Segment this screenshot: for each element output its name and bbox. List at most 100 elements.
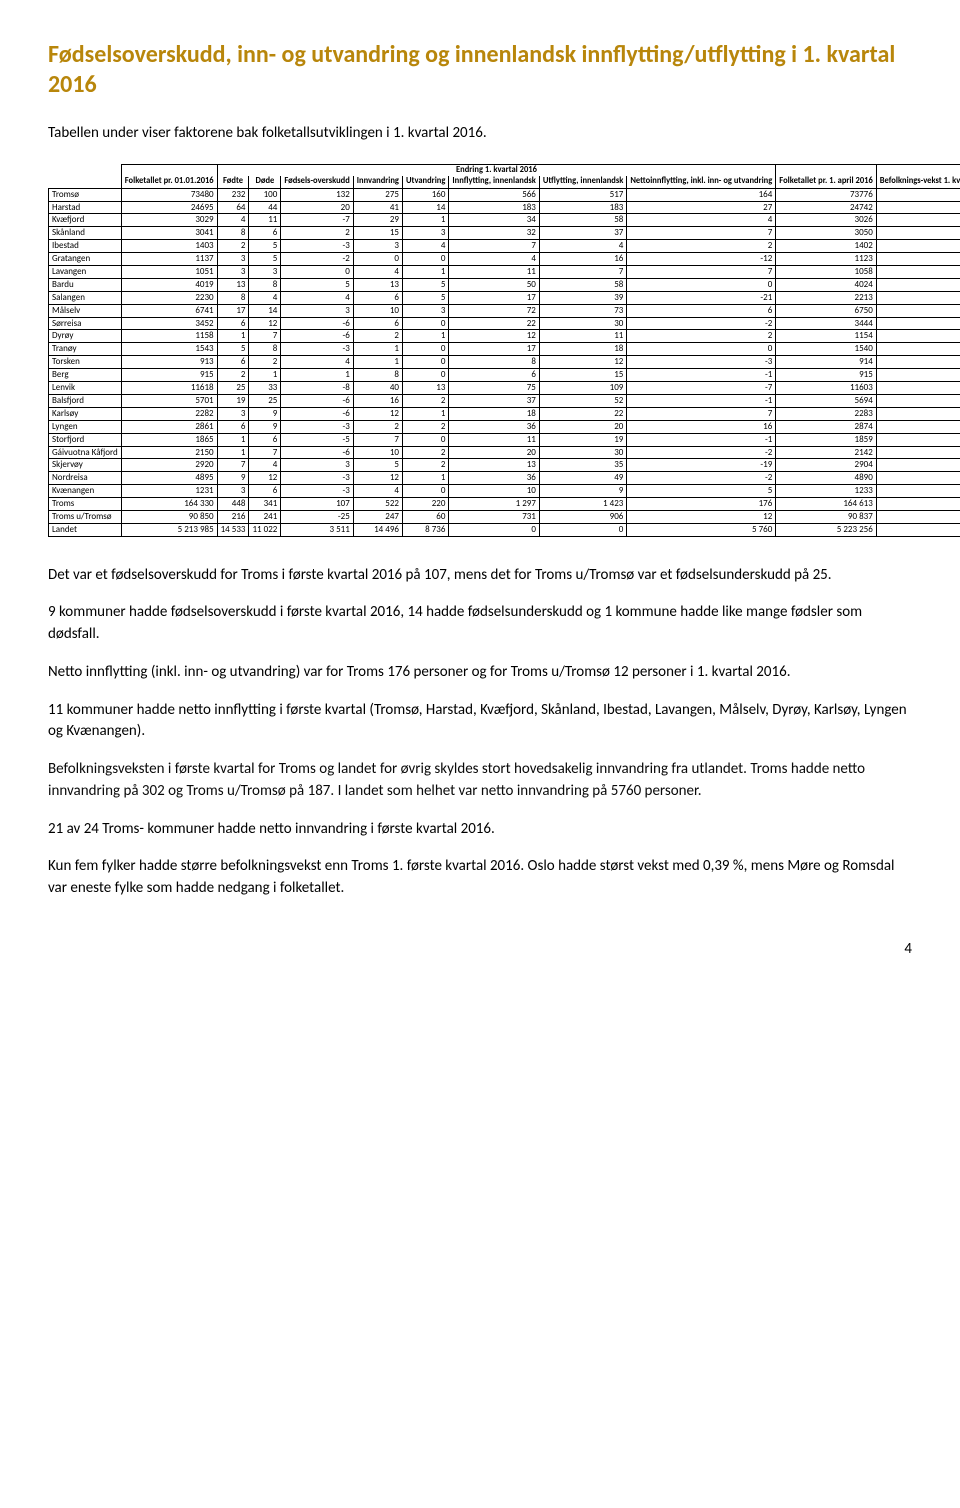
data-cell: 1540 [776, 343, 876, 356]
data-cell: 3 [353, 240, 402, 253]
data-cell: 1865 [121, 433, 217, 446]
data-cell: 22 [449, 317, 539, 330]
data-cell: 73776 [776, 188, 876, 201]
data-table: Endring 1. kvartal 2016 Folketallet pr. … [48, 164, 960, 537]
data-cell: 448 [217, 498, 249, 511]
data-cell: 3041 [121, 227, 217, 240]
data-cell: 0 [876, 369, 960, 382]
row-name-cell: Gratangen [49, 253, 122, 266]
data-cell: 4 [249, 459, 281, 472]
data-cell: 37 [449, 394, 539, 407]
data-cell: 17 [217, 304, 249, 317]
table-body: Tromsø7348023210013227516056651716473776… [49, 188, 960, 536]
data-cell: -3 [876, 214, 960, 227]
data-cell: 0 [627, 343, 776, 356]
page-number: 4 [48, 940, 912, 958]
data-cell: 6 [627, 304, 776, 317]
data-cell: -8 [876, 446, 960, 459]
row-name-cell: Berg [49, 369, 122, 382]
table-row: Gáivuotna Kåfjord215017-61022030-22142-8… [49, 446, 960, 459]
data-cell: -6 [876, 433, 960, 446]
data-cell: 13 [353, 278, 402, 291]
data-cell: 4 [281, 291, 353, 304]
data-cell: 58 [539, 214, 626, 227]
data-cell: 731 [449, 510, 539, 523]
data-cell: 6 [449, 369, 539, 382]
data-cell: 73480 [121, 188, 217, 201]
table-row: Troms u/Tromsø90 850216241-2524760731906… [49, 510, 960, 523]
data-cell: 517 [539, 188, 626, 201]
data-cell: 14 [402, 201, 448, 214]
data-cell: -1 [627, 433, 776, 446]
data-cell: 1 [876, 407, 960, 420]
data-cell: 33 [249, 382, 281, 395]
data-cell: 5 [627, 485, 776, 498]
column-header: Nettoinnflytting, inkl. inn- og utvandri… [627, 176, 776, 188]
data-cell: 216 [217, 510, 249, 523]
data-cell: -3 [281, 420, 353, 433]
data-cell: -6 [281, 317, 353, 330]
data-cell: 232 [217, 188, 249, 201]
data-cell: 1 [402, 472, 448, 485]
paragraph-5: Befolkningsveksten i første kvartal for … [48, 759, 912, 803]
data-cell: 220 [402, 498, 448, 511]
data-cell: 2 [627, 240, 776, 253]
row-name-cell: Skånland [49, 227, 122, 240]
data-cell: 36 [449, 472, 539, 485]
data-cell: 47 [876, 201, 960, 214]
data-cell: -13 [876, 510, 960, 523]
data-cell: 30 [539, 446, 626, 459]
data-cell: 1402 [776, 240, 876, 253]
data-cell: 5 [402, 278, 448, 291]
data-cell: 20 [539, 420, 626, 433]
data-cell: 4 [539, 240, 626, 253]
data-cell: 13 [449, 459, 539, 472]
data-cell: 6 [353, 317, 402, 330]
paragraph-6: 21 av 24 Troms- kommuner hadde netto inn… [48, 819, 912, 841]
data-cell: -2 [281, 253, 353, 266]
data-cell: 75 [449, 382, 539, 395]
data-cell: 2150 [121, 446, 217, 459]
data-cell: 1051 [121, 266, 217, 279]
row-name-cell: Bardu [49, 278, 122, 291]
data-cell: 4 [249, 291, 281, 304]
data-cell: 1543 [121, 343, 217, 356]
data-cell: -16 [876, 459, 960, 472]
data-cell: 34 [449, 214, 539, 227]
data-cell: 5701 [121, 394, 217, 407]
data-cell: -7 [876, 394, 960, 407]
row-name-cell: Gáivuotna Kåfjord [49, 446, 122, 459]
data-cell: 6 [217, 420, 249, 433]
data-cell: 4 [402, 240, 448, 253]
row-name-cell: Tromsø [49, 188, 122, 201]
table-row: Ibestad140325-3347421402-1-0,07 % [49, 240, 960, 253]
data-cell: 8 [449, 356, 539, 369]
data-cell: 72 [449, 304, 539, 317]
data-cell: 5 223 256 [776, 523, 876, 536]
data-cell: 7 [353, 433, 402, 446]
data-cell: 2904 [776, 459, 876, 472]
data-cell: 7 [876, 266, 960, 279]
table-row: Berg91521180615-191500,00 % [49, 369, 960, 382]
row-name-cell: Målselv [49, 304, 122, 317]
data-cell: 2283 [776, 407, 876, 420]
data-cell: 1123 [776, 253, 876, 266]
table-head: Endring 1. kvartal 2016 Folketallet pr. … [49, 165, 960, 189]
column-header: Innflytting, innenlandsk [449, 176, 539, 188]
data-cell: 4 [281, 356, 353, 369]
table-row: Tromsø7348023210013227516056651716473776… [49, 188, 960, 201]
data-cell: 1233 [776, 485, 876, 498]
table-row: Skjervøy2920743521335-192904-16-0,55 % [49, 459, 960, 472]
data-cell: 14 [249, 304, 281, 317]
data-cell: 30 [539, 317, 626, 330]
data-cell: 13 [217, 278, 249, 291]
data-cell: 11 022 [249, 523, 281, 536]
row-name-cell: Harstad [49, 201, 122, 214]
data-cell: 3 [217, 253, 249, 266]
data-cell: 2 [353, 420, 402, 433]
data-cell: 0 [402, 433, 448, 446]
row-name-cell: Skjervøy [49, 459, 122, 472]
data-cell: -4 [876, 330, 960, 343]
data-cell: 1403 [121, 240, 217, 253]
data-cell: 0 [402, 356, 448, 369]
